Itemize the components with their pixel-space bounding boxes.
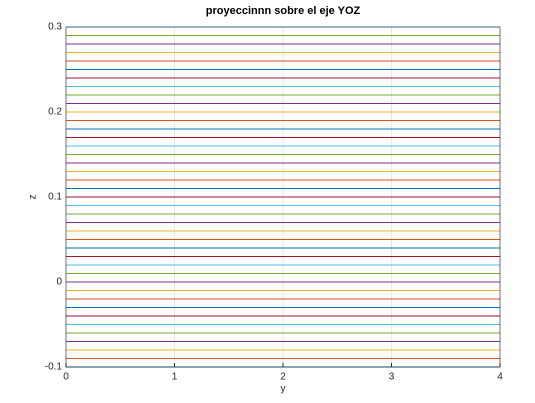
x-axis-label: y — [281, 384, 286, 395]
y-axis-label: z — [28, 195, 39, 200]
x-tick-label: 2 — [280, 372, 286, 383]
y-tick-label: 0.2 — [48, 107, 62, 118]
y-tick-label: 0.1 — [48, 192, 62, 203]
x-tick-label: 0 — [63, 372, 69, 383]
y-tick-label: 0 — [56, 277, 62, 288]
x-tick-label: 4 — [497, 372, 503, 383]
chart-title: proyeccinnn sobre el eje YOZ — [206, 5, 361, 17]
axes-box — [65, 26, 501, 368]
y-tick-label: 0.3 — [48, 22, 62, 33]
x-tick-label: 3 — [389, 372, 395, 383]
x-tick-label: 1 — [172, 372, 178, 383]
y-tick-label: -0.1 — [45, 362, 63, 373]
